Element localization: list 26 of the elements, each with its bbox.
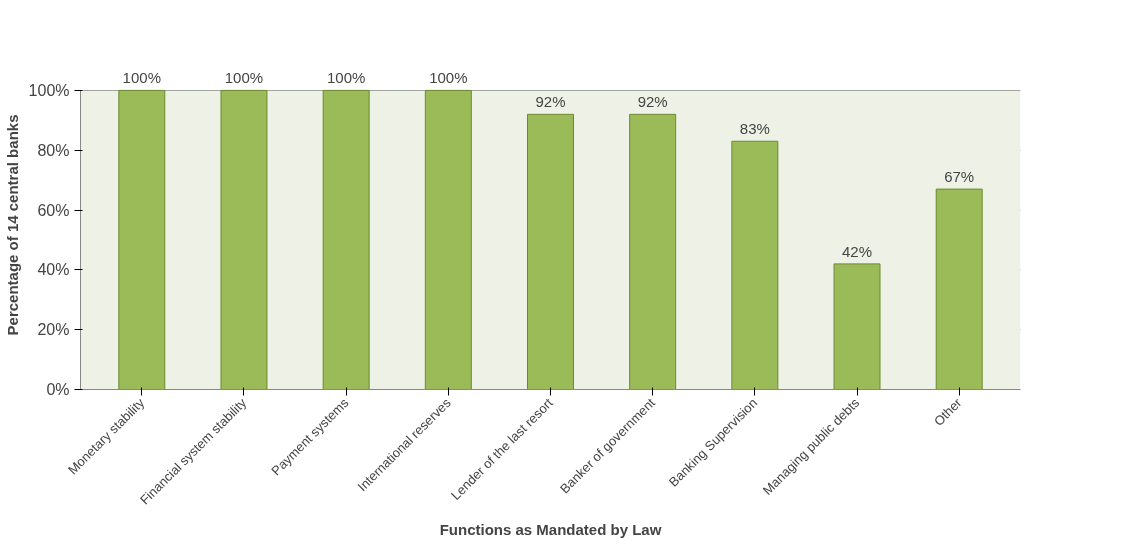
bar — [731, 140, 779, 390]
bar — [629, 113, 677, 390]
data-label: 100% — [326, 69, 366, 87]
data-label: 42% — [842, 242, 873, 260]
data-label: 92% — [637, 93, 668, 111]
data-label: 67% — [944, 168, 975, 186]
data-label: 92% — [535, 93, 566, 111]
data-label: 100% — [122, 69, 161, 87]
y-tick-label: 0% — [46, 381, 70, 398]
bar — [118, 89, 166, 390]
y-axis-title: Percentage of 14 central banks — [3, 114, 21, 336]
y-tick-label: 20% — [37, 321, 70, 339]
bar — [322, 89, 370, 390]
bar — [833, 263, 881, 390]
data-label: 83% — [739, 120, 770, 138]
data-label: 100% — [224, 69, 264, 87]
x-axis-title: Functions as Mandated by Law — [439, 520, 662, 538]
y-tick-label: 80% — [37, 141, 70, 159]
y-tick-label: 60% — [37, 201, 70, 219]
y-tick-label: 40% — [37, 261, 70, 279]
bar — [424, 89, 472, 390]
bar — [935, 188, 983, 390]
bar — [220, 89, 268, 390]
data-label: 100% — [429, 69, 468, 87]
bar — [527, 113, 574, 390]
y-tick-label: 100% — [28, 81, 70, 99]
